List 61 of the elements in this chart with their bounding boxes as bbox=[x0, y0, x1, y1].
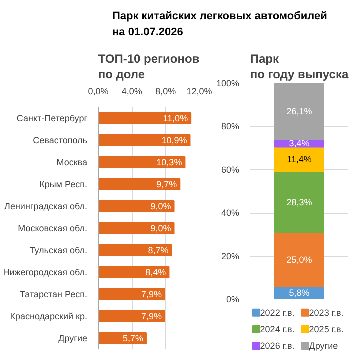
y-tick-label: 40% bbox=[221, 208, 240, 218]
y-tick-label: 20% bbox=[221, 251, 240, 262]
data-label: 8,7% bbox=[148, 246, 169, 256]
bar bbox=[98, 310, 166, 322]
legend-label: 2022 г.в. bbox=[260, 308, 295, 318]
bar bbox=[98, 244, 172, 256]
y-tick-label: Москва bbox=[56, 158, 88, 168]
data-label: 9,0% bbox=[150, 224, 172, 234]
y-tick-label: 60% bbox=[221, 164, 240, 175]
legend-label: 2023 г.в. bbox=[309, 308, 344, 318]
y-tick-label: Другие bbox=[58, 334, 88, 344]
data-label: 10,9% bbox=[162, 136, 188, 146]
y-tick-label: Ленинградская обл. bbox=[4, 202, 88, 212]
y-tick-label: Тульская обл. bbox=[30, 246, 88, 256]
data-label: 3,4% bbox=[289, 138, 310, 149]
x-tick-label: 4,0% bbox=[122, 86, 142, 96]
bar bbox=[98, 288, 166, 300]
bar bbox=[274, 232, 324, 288]
legend-label: 2025 г.в. bbox=[309, 324, 344, 334]
data-label: 8,4% bbox=[146, 268, 166, 278]
data-label: 9,7% bbox=[156, 180, 178, 190]
bar bbox=[274, 171, 324, 234]
data-label: 10,3% bbox=[156, 158, 182, 168]
x-tick-label: 0,0% bbox=[88, 86, 109, 96]
y-tick-label: 100% bbox=[216, 78, 240, 88]
y-tick-label: 80% bbox=[221, 122, 240, 132]
data-label: 5,7% bbox=[122, 334, 144, 344]
y-tick-label: Севастополь bbox=[33, 136, 88, 146]
y-tick-label: Нижегородская обл. bbox=[3, 268, 88, 278]
y-tick-label: Санкт-Петербург bbox=[16, 114, 88, 124]
y-tick-label: Крым Респ. bbox=[40, 180, 88, 190]
data-label: 5,8% bbox=[289, 288, 310, 298]
bar bbox=[98, 222, 175, 234]
y-tick-label: Краснодарский кр. bbox=[10, 312, 88, 322]
bar bbox=[98, 266, 170, 278]
x-tick-label: 12,0% bbox=[186, 86, 212, 96]
legend-label: 2026 г.в. bbox=[260, 341, 295, 352]
bar bbox=[274, 84, 324, 140]
data-label: 28,3% bbox=[286, 197, 312, 208]
bar bbox=[98, 178, 181, 190]
chart-title: Парк по году выпуска bbox=[250, 52, 349, 82]
data-label: 11,0% bbox=[163, 114, 188, 124]
y-tick-label: Татарстан Респ. bbox=[20, 290, 88, 300]
data-label: 9,0% bbox=[150, 202, 172, 212]
bar bbox=[98, 200, 175, 212]
text: Парк китайских легковых автомобилей на 01.07.2026 bbox=[112, 10, 328, 38]
x-tick-label: 8,0% bbox=[156, 86, 176, 96]
data-label: 11,4% bbox=[287, 154, 312, 165]
legend-label: Другие bbox=[309, 341, 338, 352]
bar bbox=[98, 134, 191, 146]
data-label: 25,0% bbox=[286, 254, 312, 265]
y-tick-label: 0% bbox=[226, 294, 240, 304]
data-label: 26,1% bbox=[286, 106, 312, 117]
bar bbox=[98, 112, 192, 124]
data-label: 7,9% bbox=[141, 290, 162, 300]
legend-label: 2024 г.в. bbox=[260, 324, 295, 334]
data-label: 7,9% bbox=[141, 312, 162, 322]
chart-title: ТОП-10 регионов по доле bbox=[98, 52, 200, 82]
bar bbox=[274, 146, 324, 172]
bar bbox=[98, 156, 186, 168]
y-tick-label: Московская обл. bbox=[18, 224, 88, 234]
